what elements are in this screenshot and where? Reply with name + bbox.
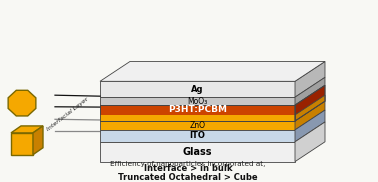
- Bar: [100, 142, 295, 162]
- Polygon shape: [11, 133, 33, 155]
- Polygon shape: [100, 62, 325, 81]
- Text: MoO₃: MoO₃: [187, 97, 208, 106]
- Polygon shape: [8, 90, 36, 116]
- Text: Interface > in bulk: Interface > in bulk: [144, 164, 232, 173]
- Polygon shape: [295, 95, 325, 121]
- Bar: [100, 105, 295, 121]
- Polygon shape: [295, 85, 325, 121]
- Text: Glass: Glass: [183, 147, 212, 157]
- Polygon shape: [295, 122, 325, 162]
- Text: Efficiency of nanoparticles incorporated at,: Efficiency of nanoparticles incorporated…: [110, 161, 266, 167]
- Polygon shape: [11, 126, 43, 133]
- Polygon shape: [295, 110, 325, 142]
- Bar: [100, 121, 295, 130]
- Polygon shape: [295, 77, 325, 105]
- Bar: [100, 81, 295, 97]
- Text: ZnO: ZnO: [189, 121, 206, 130]
- Bar: [100, 105, 295, 121]
- Polygon shape: [295, 62, 325, 97]
- Bar: [100, 115, 295, 121]
- Text: ITO: ITO: [189, 131, 205, 140]
- Text: Ag: Ag: [191, 85, 204, 94]
- Polygon shape: [33, 126, 43, 155]
- Bar: [100, 97, 295, 105]
- Bar: [100, 130, 295, 142]
- Text: Interfacial Layer: Interfacial Layer: [46, 96, 90, 132]
- Text: P3HT:PCBM: P3HT:PCBM: [168, 105, 227, 114]
- Text: Truncated Octahedral > Cube: Truncated Octahedral > Cube: [118, 173, 258, 182]
- Polygon shape: [295, 101, 325, 130]
